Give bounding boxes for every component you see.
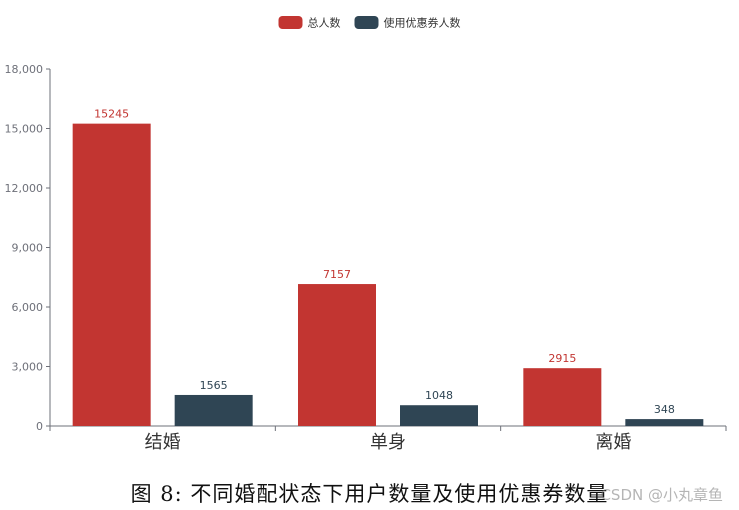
x-tick-label: 离婚: [595, 432, 631, 453]
x-tick-label: 单身: [370, 432, 406, 453]
x-tick-label: 结婚: [145, 432, 181, 453]
y-axis: 0 3,000 6,000 9,000 12,000 15,000 18,000: [5, 63, 51, 433]
y-tick-label: 0: [36, 420, 43, 433]
figure-caption: 图 8: 不同婚配状态下用户数量及使用优惠券数量: [130, 482, 609, 506]
y-tick-label: 15,000: [5, 123, 44, 136]
legend-swatch[interactable]: [354, 16, 379, 29]
legend-label[interactable]: 使用优惠券人数: [384, 16, 461, 30]
legend-swatch[interactable]: [278, 16, 303, 29]
y-tick-label: 12,000: [5, 182, 44, 195]
bar-value-label: 2915: [548, 352, 576, 365]
bar[interactable]: [523, 368, 602, 426]
bar-chart: 总人数 使用优惠券人数 0 3,000 6,000 9,000 12,000 15,000 1…: [5, 16, 727, 453]
x-axis: 结婚 单身 离婚: [49, 425, 727, 453]
bar-value-label: 1565: [200, 379, 228, 392]
bar-value-label: 15245: [94, 108, 129, 121]
bar[interactable]: [625, 419, 704, 426]
data-labels: 15245 1565 7157 1048 2915 348: [94, 108, 675, 416]
watermark: CSDN @小丸章鱼: [600, 486, 723, 504]
bar[interactable]: [298, 284, 376, 426]
bar[interactable]: [72, 123, 151, 426]
bars: [72, 123, 704, 426]
y-tick-label: 6,000: [12, 301, 44, 314]
bar[interactable]: [174, 394, 253, 426]
y-tick-label: 3,000: [12, 361, 44, 374]
legend-label[interactable]: 总人数: [308, 16, 341, 30]
legend: 总人数 使用优惠券人数: [278, 16, 461, 30]
bar[interactable]: [400, 405, 478, 426]
bar-value-label: 1048: [425, 389, 453, 402]
y-tick-label: 9,000: [12, 242, 44, 255]
bar-value-label: 7157: [323, 268, 351, 281]
bar-value-label: 348: [654, 403, 675, 416]
y-tick-label: 18,000: [5, 63, 44, 76]
